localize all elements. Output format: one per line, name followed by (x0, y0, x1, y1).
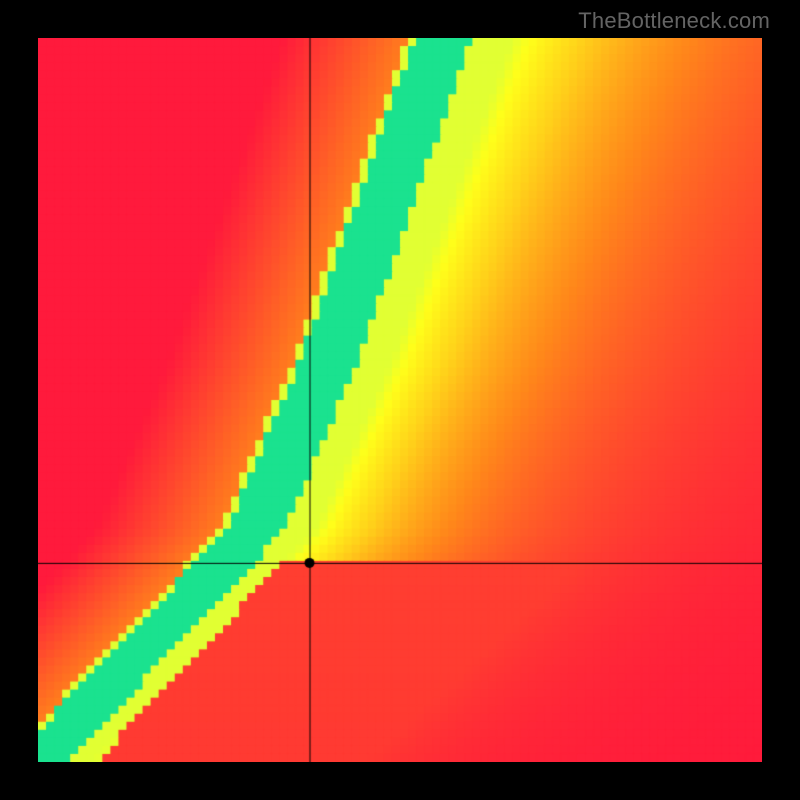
watermark-text: TheBottleneck.com (578, 8, 770, 34)
bottleneck-heatmap (38, 38, 762, 762)
